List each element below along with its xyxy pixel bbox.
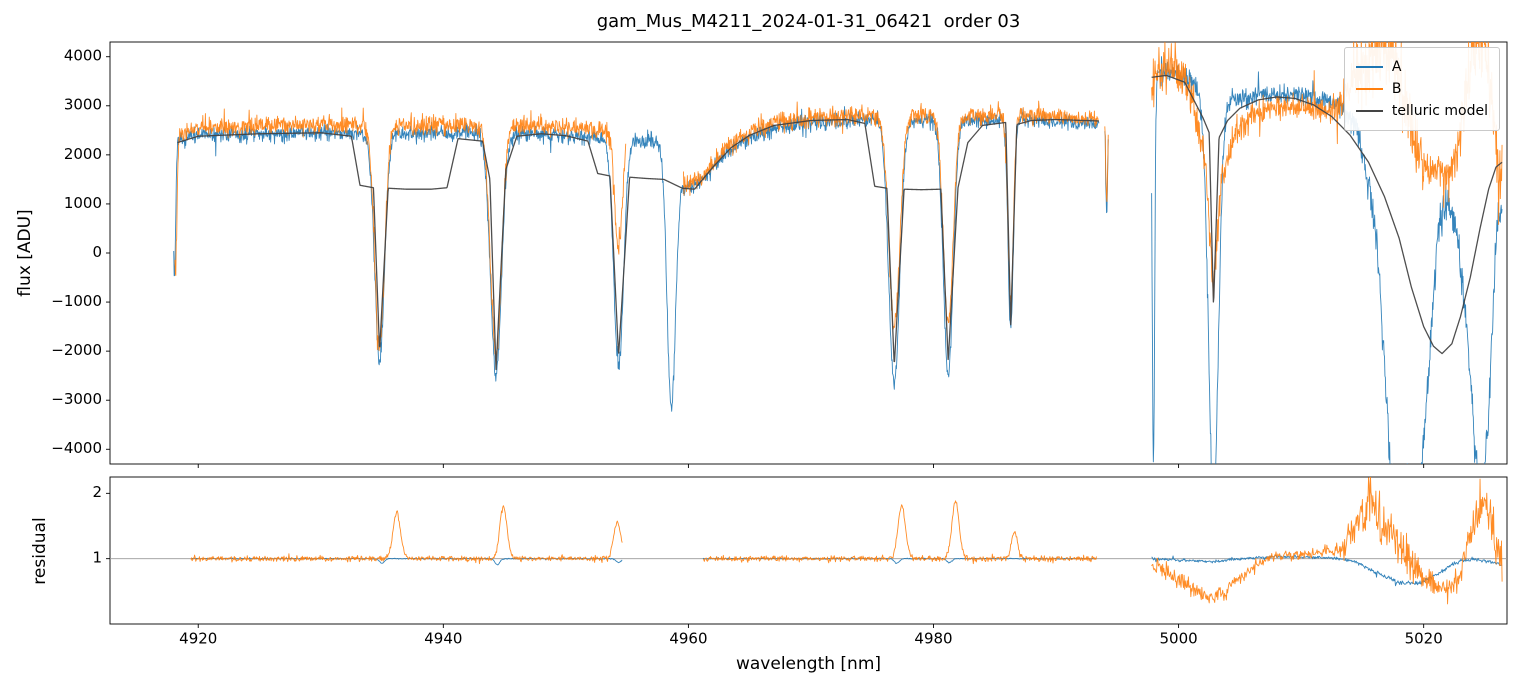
legend-item-b: B	[1355, 78, 1488, 100]
legend-line-b-icon	[1355, 88, 1383, 90]
legend-item-a: A	[1355, 56, 1488, 78]
x-axis-label: wavelength [nm]	[735, 654, 882, 674]
legend: A B telluric model	[1343, 47, 1500, 131]
legend-item-telluric: telluric model	[1355, 100, 1488, 122]
legend-line-a-icon	[1355, 66, 1383, 68]
legend-label-b: B	[1391, 81, 1402, 97]
legend-line-telluric-icon	[1355, 110, 1383, 112]
legend-label-telluric: telluric model	[1391, 103, 1488, 119]
flux-axis-label: flux [ADU]	[15, 209, 35, 297]
legend-label-a: A	[1391, 59, 1402, 75]
chart-title: gam_Mus_M4211_2024-01-31_06421 order 03	[596, 11, 1021, 32]
residual-axis-label: residual	[30, 517, 50, 585]
